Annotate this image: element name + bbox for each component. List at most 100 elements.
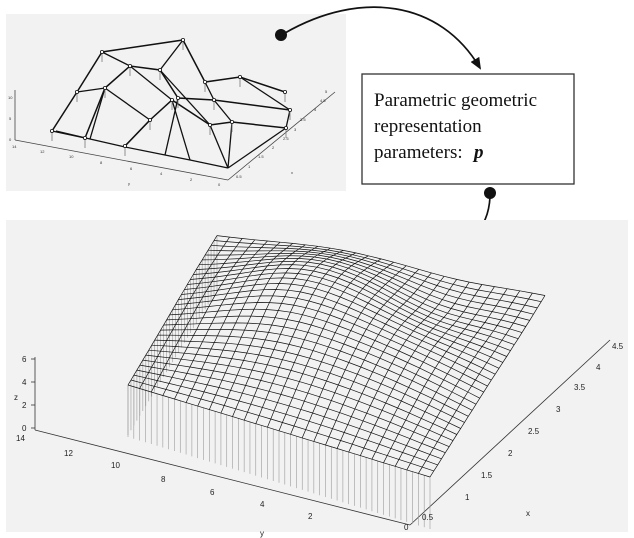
surface-mesh-line [175, 295, 492, 381]
control-net-node [103, 86, 108, 91]
surface-mesh-line [196, 260, 519, 340]
surface-xtick-2: 2 [508, 449, 513, 458]
surface-ztick-0: 0 [22, 424, 27, 433]
surface-xtick-1_5: 1.5 [481, 471, 493, 480]
parameters-callout: Parametric geometric representation para… [361, 73, 575, 185]
top-xtick-1_5: 1.5 [258, 154, 264, 159]
surface-mesh-line [157, 334, 469, 417]
surface-mesh-line [154, 339, 465, 423]
control-net-node [123, 143, 128, 148]
surface-ytick-14: 14 [16, 434, 25, 443]
surface-xtick-4: 4 [596, 363, 601, 372]
surface-mesh-line [160, 329, 473, 411]
top-ytick-4: 4 [160, 171, 163, 176]
control-net-node [207, 123, 212, 128]
surface-ytick-8: 8 [161, 475, 166, 484]
surface-mesh-line [130, 379, 434, 472]
top-xtick-3_5: 3.5 [300, 117, 306, 122]
control-net-node [175, 96, 180, 101]
surface-ytick-2: 2 [308, 512, 313, 521]
surface-zlabel: z [14, 393, 18, 402]
callout-symbol-p: p [472, 142, 484, 163]
control-net-column [164, 97, 179, 156]
control-net-node [180, 38, 185, 43]
surface-mesh-line [213, 240, 542, 303]
surface-mesh-line [199, 258, 523, 333]
top-xtick-2: 2 [272, 145, 275, 150]
control-net-wireframe [50, 38, 292, 169]
control-net-node [287, 108, 292, 113]
control-net-node [100, 50, 105, 55]
top-ztick-5: 5 [9, 116, 12, 121]
top-xtick-2_5: 2.5 [283, 136, 289, 141]
arrow-1-start-dot [275, 29, 287, 41]
top-ylabel: y [128, 181, 130, 186]
control-net-column [159, 39, 229, 169]
control-net-column [227, 127, 287, 169]
control-net-column [89, 87, 106, 140]
top-xtick-0_5: 0.5 [236, 174, 242, 179]
top-ytick-6: 6 [130, 166, 133, 171]
callout-line-2: representation [374, 116, 482, 137]
control-net-node [283, 126, 288, 131]
surface-mesh-line [139, 364, 446, 454]
control-net-node [157, 68, 162, 73]
top-xtick-3: 3 [294, 127, 297, 132]
control-net-node [229, 120, 234, 125]
surface-mesh-line [151, 344, 461, 429]
control-net-axes [14, 90, 336, 181]
top-ytick-8: 8 [100, 160, 103, 165]
surface-ytick-4: 4 [260, 500, 265, 509]
control-net-column [51, 130, 86, 139]
top-xtick-5: 5 [325, 89, 328, 94]
surface-plot: z 6 4 2 0 14 12 10 8 6 4 2 0 y 4.5 4 3.5… [6, 220, 628, 538]
surface-mesh-line [187, 272, 507, 357]
surface-ytick-6: 6 [210, 488, 215, 497]
surface-mesh-line [166, 315, 480, 399]
control-net-node [237, 75, 242, 80]
surface-mesh-line [133, 374, 438, 466]
surface-axes [31, 339, 611, 526]
control-net-node [50, 128, 55, 133]
surface-xtick-3_5: 3.5 [574, 383, 586, 392]
surface-mesh-line [181, 283, 500, 369]
top-ztick-0: 0 [9, 137, 12, 142]
top-ytick-12: 12 [40, 149, 45, 154]
surface-ytick-0: 0 [404, 523, 409, 532]
surface-xtick-4_5: 4.5 [612, 342, 624, 351]
top-xtick-4: 4 [314, 107, 317, 112]
surface-mesh-line [193, 264, 515, 345]
control-net-column [101, 51, 191, 161]
surface-mesh-line [178, 289, 496, 375]
surface-ztick-4: 4 [22, 378, 27, 387]
surface-mesh-line [145, 354, 454, 441]
callout-line-1: Parametric geometric [374, 90, 537, 111]
surface-xtick-2_5: 2.5 [528, 427, 540, 436]
surface-xlabel: x [526, 509, 530, 518]
surface-mesh-line [127, 384, 431, 478]
control-net-column [124, 119, 151, 147]
control-net-column [227, 121, 233, 169]
control-net-node [282, 90, 287, 95]
control-net-node [147, 118, 152, 123]
control-net-plot: 10 5 0 14 12 10 8 6 4 2 0 y 5 4.5 4 3.5 … [6, 14, 346, 191]
control-net-node [83, 135, 88, 140]
surface-xtick-3: 3 [556, 405, 561, 414]
surface-ytick-10: 10 [111, 461, 120, 470]
arrow-1 [284, 6, 482, 70]
surface-mesh-line [202, 255, 526, 327]
surface-mesh-line [190, 268, 511, 351]
surface-mesh-line [169, 308, 484, 393]
surface-xtick-1: 1 [465, 493, 470, 502]
surface-mesh [127, 235, 546, 478]
surface-ytick-12: 12 [64, 449, 73, 458]
surface-ztick-2: 2 [22, 401, 27, 410]
control-net-node [211, 98, 216, 103]
control-net-node [169, 98, 174, 103]
surface-mesh-line [163, 322, 477, 405]
control-net-node [127, 64, 132, 69]
surface-mesh-line [205, 252, 530, 321]
callout-box [361, 73, 575, 185]
top-xtick-4_5: 4.5 [320, 98, 326, 103]
